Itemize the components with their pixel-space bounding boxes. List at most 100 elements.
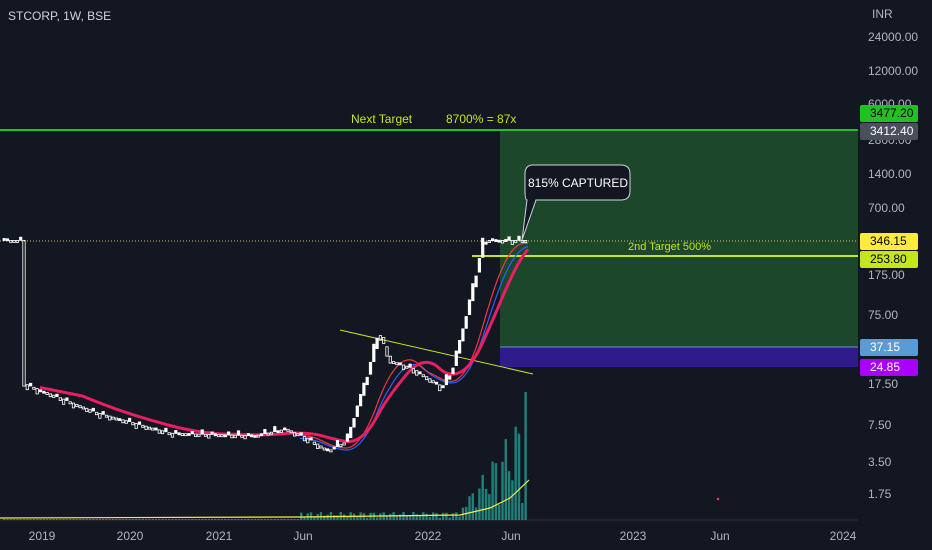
volume-bar bbox=[39, 519, 42, 520]
volume-bar bbox=[6, 519, 9, 520]
candle bbox=[510, 239, 515, 245]
volume-bar bbox=[286, 519, 290, 520]
candle bbox=[292, 431, 297, 437]
volume-bar bbox=[144, 519, 148, 520]
candle bbox=[246, 433, 250, 437]
candle bbox=[111, 416, 115, 420]
volume-bar bbox=[22, 519, 26, 520]
candle bbox=[68, 401, 72, 405]
volume-bar bbox=[293, 519, 296, 520]
volume-bar bbox=[276, 519, 280, 520]
candle bbox=[114, 417, 118, 421]
candle bbox=[507, 236, 511, 241]
volume-bar bbox=[471, 493, 474, 520]
volume-bar bbox=[158, 519, 161, 520]
candle bbox=[230, 434, 234, 439]
volume-bar bbox=[408, 515, 412, 520]
candle bbox=[368, 361, 373, 375]
candle bbox=[269, 431, 274, 435]
volume-bar bbox=[458, 516, 461, 520]
volume-bar bbox=[280, 519, 283, 520]
candle bbox=[187, 433, 191, 436]
volume-bar bbox=[187, 519, 191, 520]
volume-bar bbox=[164, 519, 168, 520]
x-tick-label: 2020 bbox=[117, 529, 144, 543]
candle bbox=[190, 430, 194, 435]
candle bbox=[154, 427, 158, 431]
volume-bar bbox=[108, 519, 111, 520]
candle bbox=[19, 236, 23, 241]
volume-bar bbox=[263, 519, 267, 520]
candle bbox=[405, 365, 409, 369]
volume-bar bbox=[501, 461, 504, 520]
candle bbox=[137, 421, 142, 425]
candle bbox=[325, 448, 330, 452]
volume-bar bbox=[82, 519, 85, 520]
candle bbox=[147, 426, 151, 430]
candle bbox=[38, 389, 43, 393]
volume-bar bbox=[428, 516, 432, 520]
candle bbox=[401, 364, 406, 371]
candle bbox=[444, 374, 449, 386]
volume-bar bbox=[217, 519, 220, 520]
y-tick-label: 75.00 bbox=[868, 308, 898, 322]
candle bbox=[9, 239, 13, 243]
candle bbox=[98, 412, 102, 419]
candle bbox=[279, 429, 284, 433]
candle bbox=[517, 235, 521, 241]
volume-bar bbox=[379, 513, 382, 520]
candle bbox=[494, 239, 498, 243]
candle bbox=[45, 392, 49, 395]
candle bbox=[358, 393, 363, 407]
candle bbox=[329, 449, 333, 453]
volume-bar bbox=[240, 519, 243, 520]
volume-bar bbox=[445, 512, 448, 520]
candle bbox=[335, 440, 340, 447]
volume-bar bbox=[296, 519, 300, 520]
volume-bar bbox=[250, 519, 253, 520]
volume-bar bbox=[92, 519, 95, 520]
candle bbox=[408, 363, 412, 368]
candle bbox=[457, 339, 462, 354]
candle bbox=[62, 398, 66, 405]
volume-bar bbox=[12, 519, 16, 520]
price-tag-label: 346.15 bbox=[870, 234, 907, 248]
volume-bar bbox=[273, 519, 276, 520]
candle bbox=[85, 407, 89, 412]
volume-bar bbox=[441, 512, 445, 520]
volume-bar bbox=[52, 519, 55, 520]
symbol-title: STCORP, 1W, BSE bbox=[8, 9, 112, 23]
volume-bar bbox=[204, 519, 207, 520]
y-tick-label: 175.00 bbox=[868, 268, 905, 282]
y-tick-label: 1.75 bbox=[868, 487, 892, 501]
candle bbox=[372, 343, 376, 363]
volume-bar bbox=[88, 519, 92, 520]
candle bbox=[355, 405, 359, 417]
candle bbox=[164, 427, 168, 433]
candle bbox=[25, 384, 29, 391]
candle bbox=[121, 419, 125, 424]
volume-bar bbox=[366, 517, 369, 520]
volume-bar bbox=[237, 519, 240, 520]
candle bbox=[236, 430, 241, 436]
volume-bar bbox=[151, 519, 154, 520]
volume-bar bbox=[329, 512, 333, 520]
price-tag bbox=[860, 251, 918, 268]
candle bbox=[220, 434, 224, 438]
volume-bar bbox=[514, 426, 517, 520]
candle bbox=[12, 239, 16, 243]
price-tag-label: 3412.40 bbox=[870, 124, 914, 138]
volume-bar bbox=[32, 519, 36, 520]
volume-bar bbox=[121, 519, 125, 520]
volume-bar bbox=[171, 519, 174, 520]
trendline bbox=[339, 329, 534, 375]
second-target-label: 2nd Target 500% bbox=[628, 241, 711, 253]
candle bbox=[88, 409, 92, 413]
candle bbox=[177, 432, 181, 436]
candle bbox=[477, 258, 482, 273]
volume-bar bbox=[521, 503, 524, 520]
candle bbox=[75, 403, 79, 407]
volume-bar bbox=[227, 519, 230, 520]
volume-bar bbox=[131, 519, 135, 520]
